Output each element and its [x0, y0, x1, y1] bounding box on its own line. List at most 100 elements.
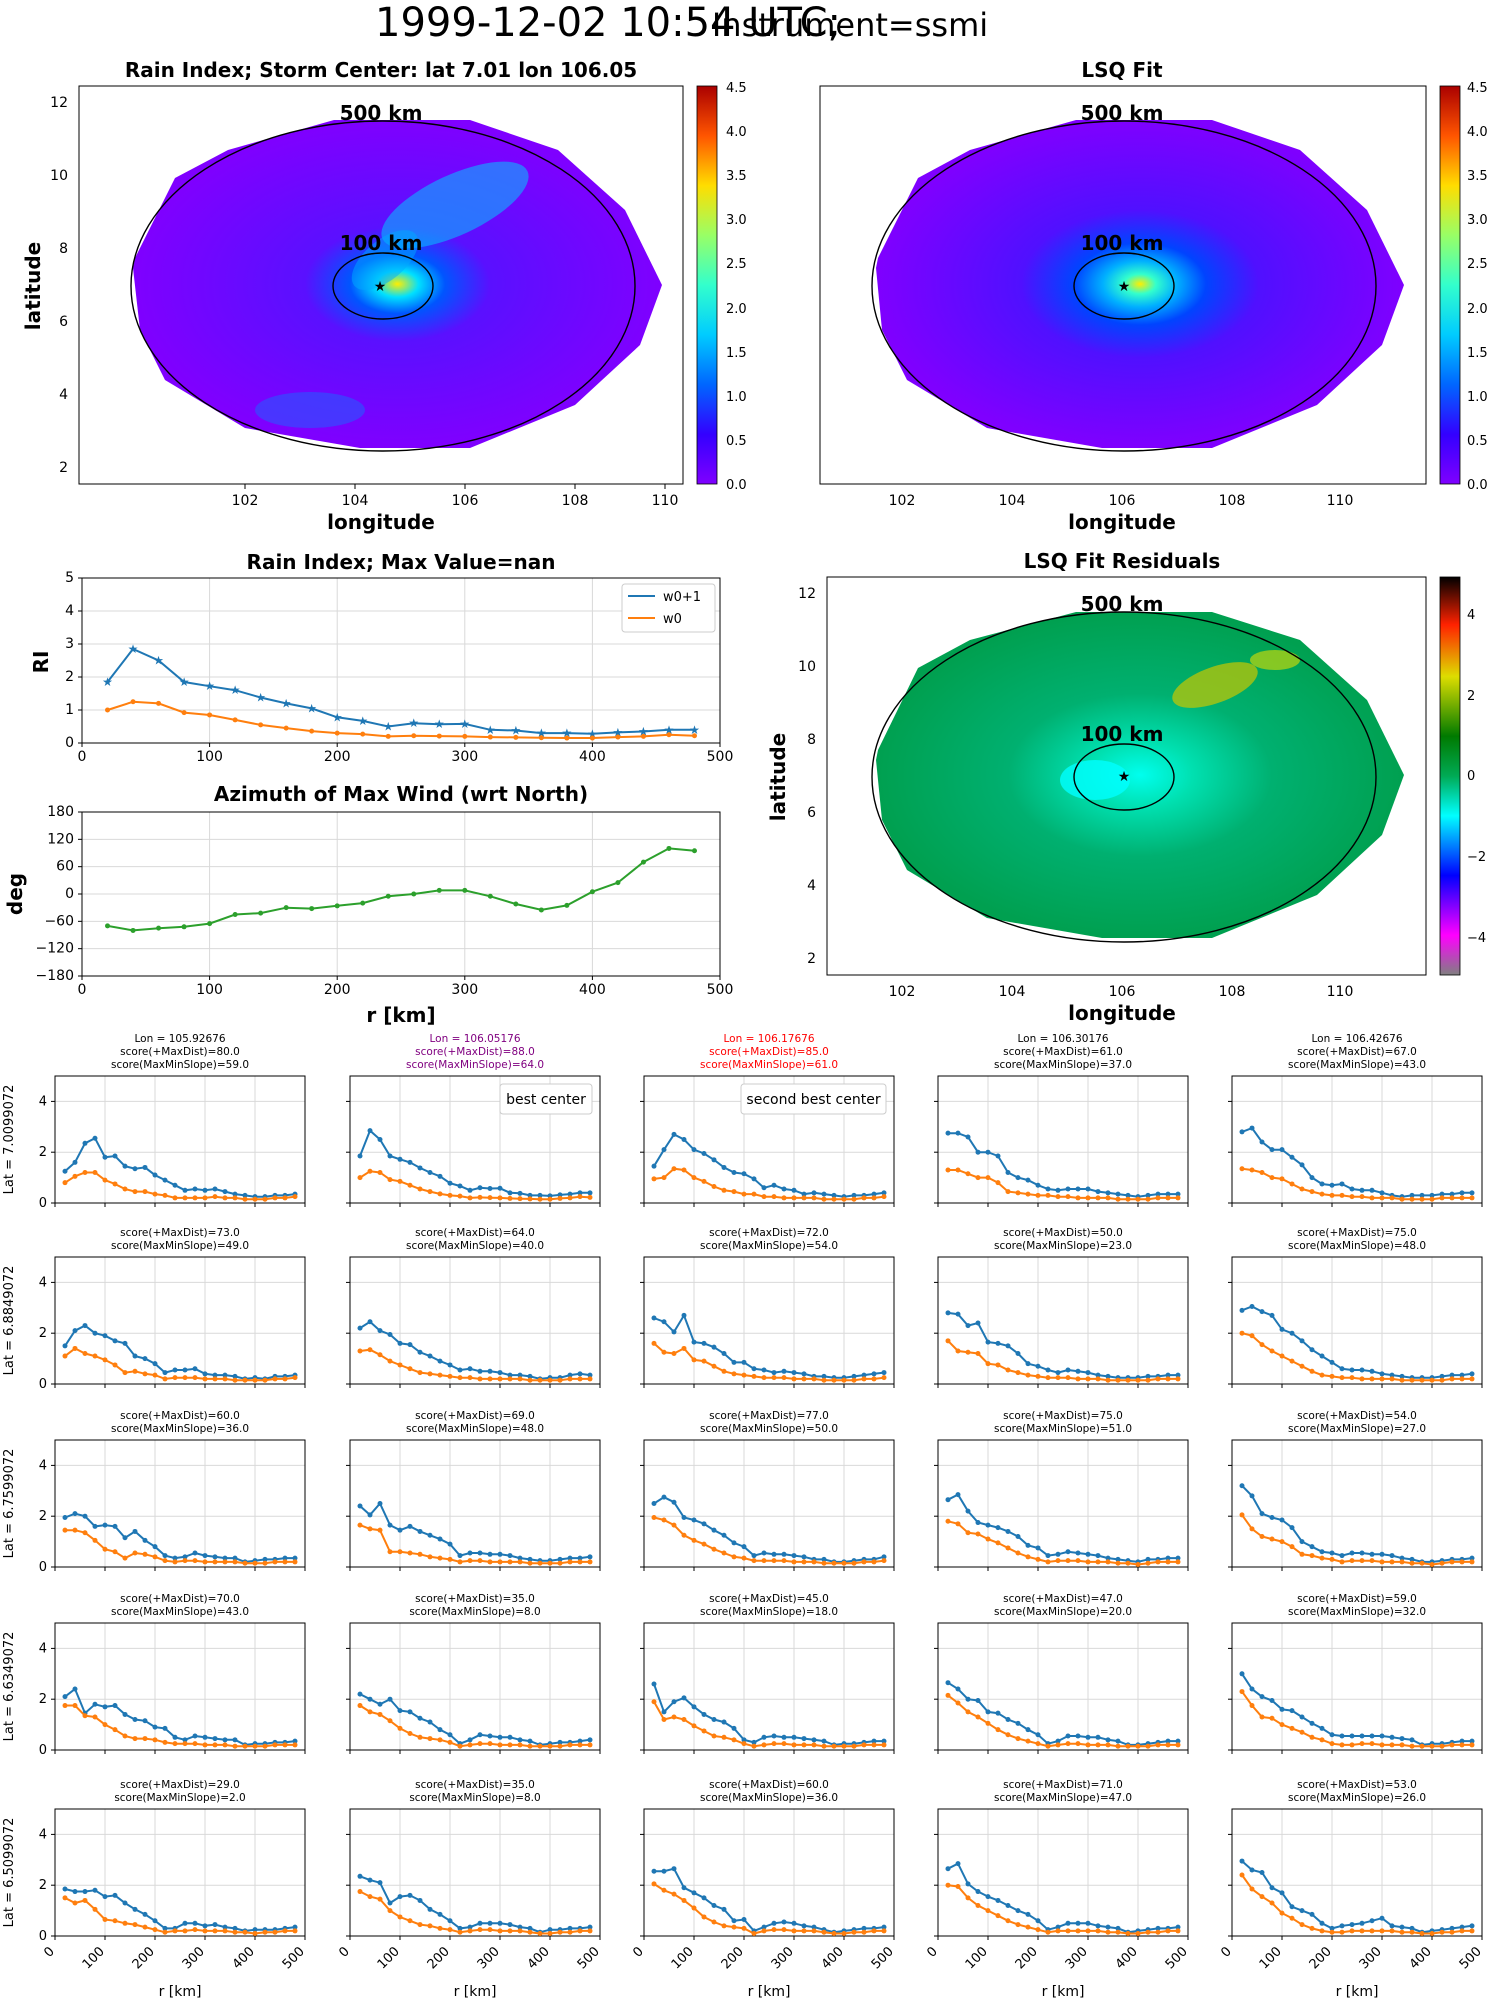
series-w0-point: [1279, 1176, 1285, 1182]
series-w0p1-point: ★: [459, 717, 470, 731]
series-w0-point: [1319, 1928, 1325, 1934]
tick-label: 4: [39, 1827, 47, 1842]
series-w0p1-point: [182, 1554, 188, 1560]
series-w0p1-point: [1359, 1733, 1365, 1739]
series-w0-point: [701, 1728, 707, 1734]
series-w0p1-point: [1399, 1924, 1405, 1930]
fit-colorbar-ticks: 0.0 0.5 1.0 1.5 2.0 2.5 3.0 3.5 4.0 4.5: [1467, 81, 1488, 493]
series-azimuth-point: [156, 925, 162, 931]
series-w0-point: [357, 1175, 363, 1181]
colorbar-tick: 1.5: [726, 346, 747, 361]
plot-area: [938, 1257, 1188, 1384]
series-w0p1-point: [1249, 1686, 1255, 1692]
series-w0-point: [1155, 1376, 1161, 1382]
series-w0-point: [407, 1550, 413, 1556]
series-w0-point: [182, 1928, 188, 1934]
series-w0p1-point: [357, 1325, 363, 1331]
series-w0p1-point: [427, 1719, 433, 1725]
series-w0-point: [242, 1560, 248, 1566]
series-w0-point: [182, 1375, 188, 1381]
tick-label: 500: [869, 1944, 897, 1972]
series-w0p1-point: [1269, 1147, 1275, 1153]
series-w0p1-point: [587, 1554, 593, 1560]
legend-label: w0: [663, 612, 682, 627]
series-w0-point: [467, 1558, 473, 1564]
series-w0-point: [82, 1351, 88, 1357]
series-w0p1-point: [202, 1187, 208, 1193]
series-w0-point: [851, 1929, 857, 1935]
series-w0-point: [132, 1736, 138, 1742]
profile-panel: score(+MaxDist)=45.0score(MaxMinSlope)=1…: [640, 1593, 895, 1754]
series-w0p1-point: ★: [510, 723, 521, 737]
series-w0-point: [975, 1175, 981, 1181]
panel-lon-header: Lon = 105.92676: [135, 1033, 226, 1045]
series-w0-point: [1005, 1918, 1011, 1924]
series-w0-point: [1299, 1186, 1305, 1192]
series-w0-point: [1399, 1559, 1405, 1565]
panel-score-slope: score(MaxMinSlope)=20.0: [994, 1606, 1132, 1618]
series-w0-point: [1419, 1743, 1425, 1749]
series-w0-point: [72, 1527, 78, 1533]
series-w0-point: [1289, 1181, 1295, 1187]
series-w0-point: [367, 1709, 373, 1715]
series-w0-point: [1095, 1376, 1101, 1382]
series-w0-point: [1439, 1195, 1445, 1201]
series-w0p1-point: [965, 1134, 971, 1140]
series-w0-point: [385, 733, 391, 739]
series-w0p1-point: [995, 1525, 1001, 1531]
instrument-label: Instrument=ssmi: [712, 6, 988, 44]
profile-panel: score(+MaxDist)=47.0score(MaxMinSlope)=2…: [934, 1593, 1189, 1754]
series-w0-point: [801, 1195, 807, 1201]
series-w0p1-point: ★: [230, 683, 241, 697]
series-w0p1-point: [162, 1925, 168, 1931]
series-w0-point: [387, 1908, 393, 1914]
series-w0-point: [202, 1376, 208, 1382]
panel-score-maxdist: score(+MaxDist)=64.0: [415, 1227, 535, 1239]
series-w0p1-point: [1379, 1371, 1385, 1377]
series-w0p1-point: [1175, 1738, 1181, 1744]
series-w0p1-point: [1175, 1191, 1181, 1197]
series-w0p1-point: [1339, 1553, 1345, 1559]
series-w0p1-point: [1095, 1923, 1101, 1929]
rain-y-ticks: 2 4 6 8 10 12: [50, 95, 68, 476]
series-w0-point: [182, 1558, 188, 1564]
series-w0-point: [1165, 1742, 1171, 1748]
series-w0p1-point: [357, 1873, 363, 1879]
series-w0-point: [377, 1170, 383, 1176]
series-w0-point: [1389, 1559, 1395, 1565]
series-w0p1-point: [1095, 1734, 1101, 1740]
series-w0p1-point: [651, 1681, 657, 1687]
series-w0-point: [1419, 1560, 1425, 1566]
series-w0-point: [162, 1558, 168, 1564]
tick-label: 400: [1407, 1944, 1435, 1972]
series-w0-point: [945, 1692, 951, 1698]
tick-label: 300: [180, 1944, 208, 1972]
series-w0-point: [1349, 1375, 1355, 1381]
series-w0-point: [651, 1340, 657, 1346]
series-w0-point: [985, 1720, 991, 1726]
series-w0-point: [1349, 1928, 1355, 1934]
series-w0-point: [1125, 1196, 1131, 1202]
series-w0p1-point: [1259, 1870, 1265, 1875]
series-w0-point: [1065, 1194, 1071, 1200]
series-w0p1-point: ★: [204, 679, 215, 693]
series-w0-point: [851, 1560, 857, 1566]
series-w0-point: [112, 1362, 118, 1368]
series-w0p1-point: [72, 1159, 78, 1165]
series-w0p1-point: [232, 1191, 238, 1197]
series-w0-point: [831, 1930, 837, 1936]
series-w0p1-point: [1035, 1732, 1041, 1738]
series-w0-point: [1459, 1742, 1465, 1748]
series-w0p1-point: [367, 1319, 373, 1325]
colorbar-tick: 4.5: [726, 81, 747, 96]
series-w0-point: [1249, 1526, 1255, 1532]
series-w0-point: [1379, 1559, 1385, 1565]
series-w0p1-point: [132, 1353, 138, 1359]
series-w0-point: [1045, 1743, 1051, 1749]
series-w0p1-point: [172, 1182, 178, 1188]
series-w0p1-point: [995, 1710, 1001, 1716]
series-w0p1-point: [407, 1709, 413, 1715]
series-w0p1-point: [1289, 1330, 1295, 1336]
series-w0-point: [477, 1558, 483, 1564]
tick-label: 500: [575, 1944, 603, 1972]
